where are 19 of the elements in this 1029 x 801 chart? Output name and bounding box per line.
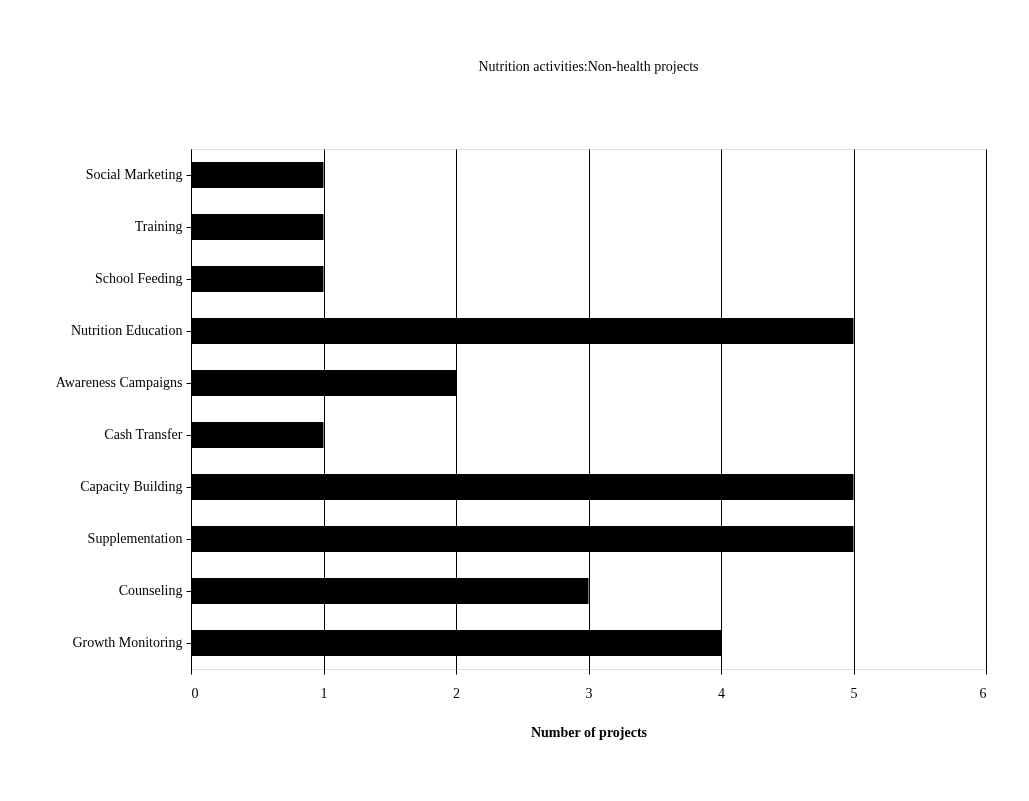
x-tick-label: 3 — [585, 685, 593, 701]
x-tick-label: 1 — [320, 685, 328, 701]
chart-title: Nutrition activities:Non-health projects — [478, 59, 699, 74]
y-tick-label: School Feeding — [95, 271, 183, 286]
x-tick-label: 5 — [850, 685, 858, 701]
x-tick-label: 0 — [191, 685, 199, 701]
y-tick-label: Nutrition Education — [70, 323, 183, 338]
x-tick-label: 4 — [718, 685, 725, 701]
x-tick-label: 6 — [979, 685, 987, 701]
x-axis-title: Number of projects — [530, 724, 648, 740]
y-tick-label: Growth Monitoring — [72, 635, 183, 650]
y-tick-label: Social Marketing — [85, 167, 183, 182]
y-tick-label: Training — [134, 219, 183, 234]
y-tick-label: Supplementation — [87, 531, 183, 546]
x-tick-label: 2 — [453, 685, 460, 701]
y-tick-label: Counseling — [118, 583, 183, 598]
y-tick-label: Cash Transfer — [104, 427, 183, 442]
y-tick-label: Capacity Building — [80, 479, 183, 494]
y-tick-label: Awareness Campaigns — [55, 375, 183, 390]
